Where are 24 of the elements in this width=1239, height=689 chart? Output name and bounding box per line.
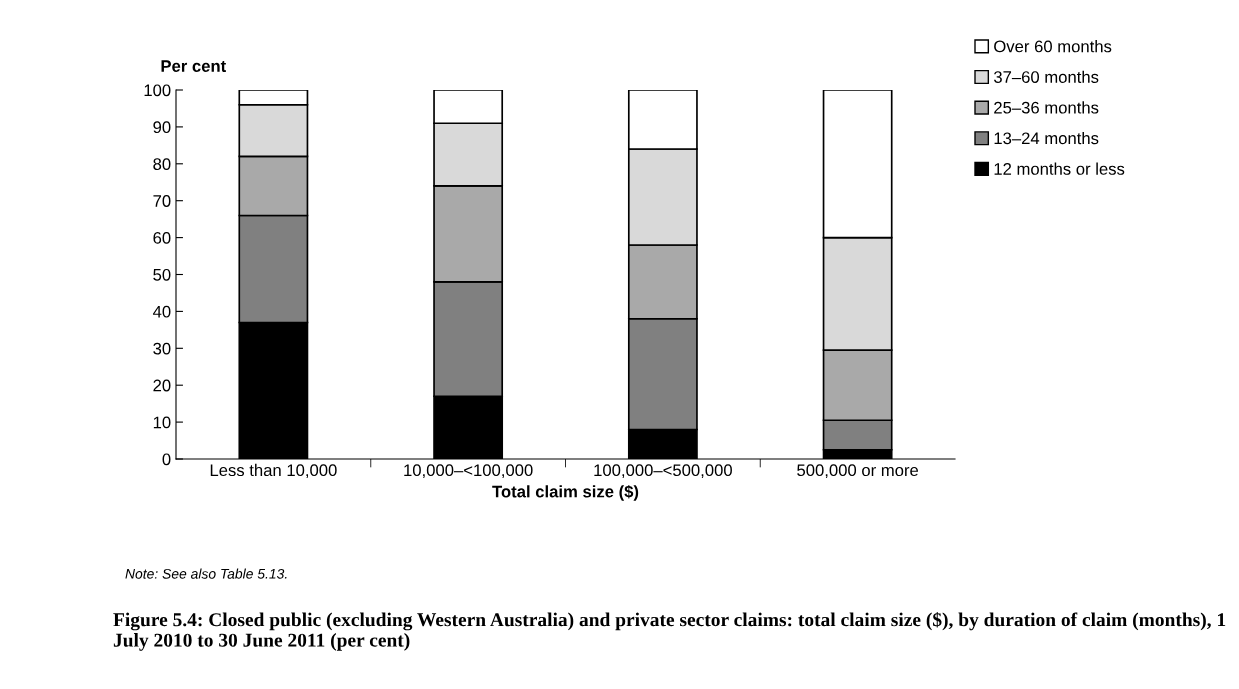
legend-label: 25–36 months	[994, 101, 1099, 114]
legend-label: 13–24 months	[994, 131, 1099, 145]
x-axis-title: Total claim size ($)	[492, 484, 639, 501]
legend-label: 37–60 months	[993, 70, 1099, 83]
y-tick-label: 100	[144, 84, 171, 97]
y-tick-label: 90	[153, 121, 171, 134]
y-tick-label: 70	[153, 195, 171, 207]
y-tick-label: 60	[153, 232, 171, 244]
y-tick-label: 10	[153, 416, 171, 429]
y-tick-label: 20	[153, 379, 171, 392]
y-tick-label: 0	[162, 453, 171, 466]
y-tick-label: 80	[153, 158, 171, 170]
y-tick-label: 30	[153, 342, 171, 355]
x-tick-label: 10,000–<100,000	[404, 464, 533, 479]
x-tick-label: 500,000 or more	[797, 464, 919, 479]
text: Figure 5.4: Closed public (excluding Western Australia) and private sector claims: total claim size ($), by duration of claim (months), 1 July 2010 to 30 June 2011 (per cent)	[113, 612, 1226, 651]
legend-label: Over 60 months	[994, 40, 1112, 53]
y-axis-title: Per cent	[161, 60, 226, 72]
text: Note: See also Table 5.13.	[125, 568, 287, 579]
x-tick-label: Less than 10,000	[210, 463, 337, 479]
x-tick-label: 100,000–<500,000	[594, 464, 732, 479]
y-tick-label: 40	[152, 305, 171, 318]
legend-label: 12 months or less	[994, 162, 1125, 175]
y-tick-label: 50	[153, 268, 171, 281]
